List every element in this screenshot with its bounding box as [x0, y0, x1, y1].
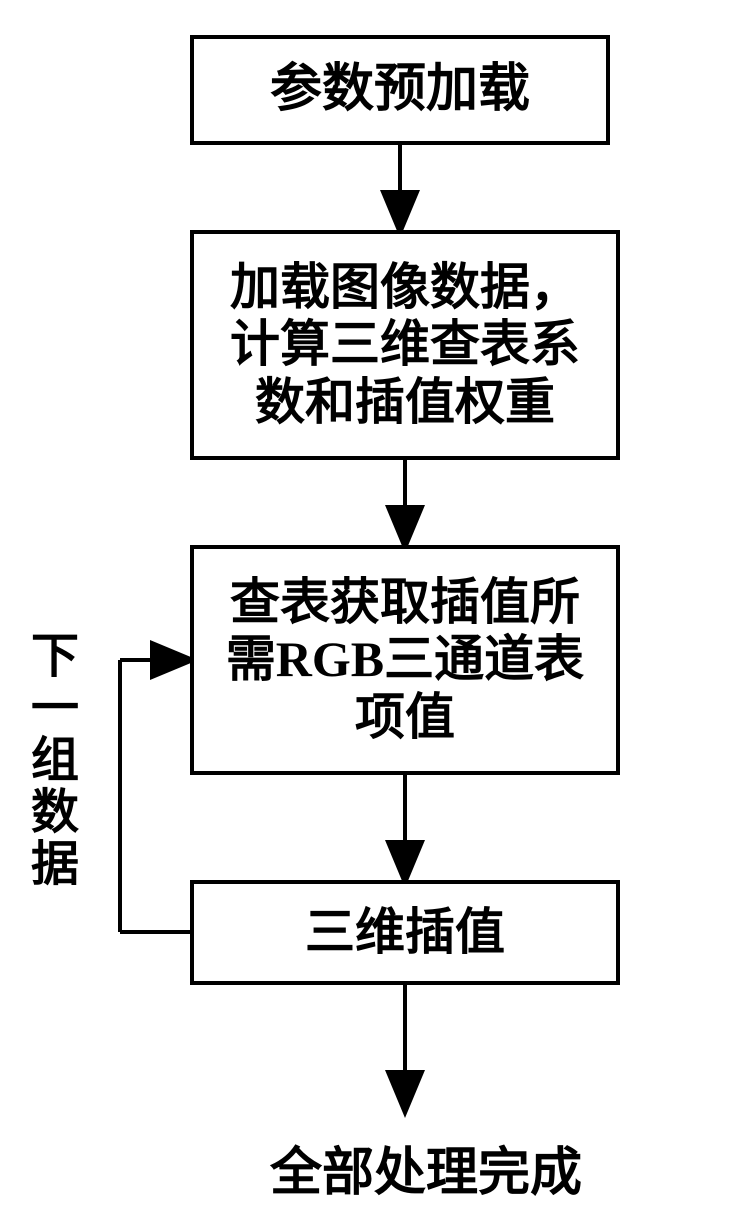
flowchart-container: 参数预加载 加载图像数据，计算三维查表系数和插值权重 查表获取插值所需RGB三通…: [0, 0, 743, 1226]
side-label-text: 下一组数据: [23, 630, 76, 890]
node-label: 加载图像数据，计算三维查表系数和插值权重: [230, 259, 580, 432]
node-label: 参数预加载: [270, 60, 530, 120]
node-3d-interpolation: 三维插值: [190, 880, 620, 985]
end-label-text: 全部处理完成: [270, 1145, 582, 1202]
loop-label-next-group: 下一组数据: [25, 630, 73, 890]
node-param-preload: 参数预加载: [190, 35, 610, 145]
node-label: 三维插值: [305, 904, 505, 962]
node-load-image-data: 加载图像数据，计算三维查表系数和插值权重: [190, 230, 620, 460]
end-label-all-complete: 全部处理完成: [270, 1130, 582, 1205]
node-label: 查表获取插值所需RGB三通道表项值: [226, 574, 584, 747]
node-lookup-rgb: 查表获取插值所需RGB三通道表项值: [190, 545, 620, 775]
